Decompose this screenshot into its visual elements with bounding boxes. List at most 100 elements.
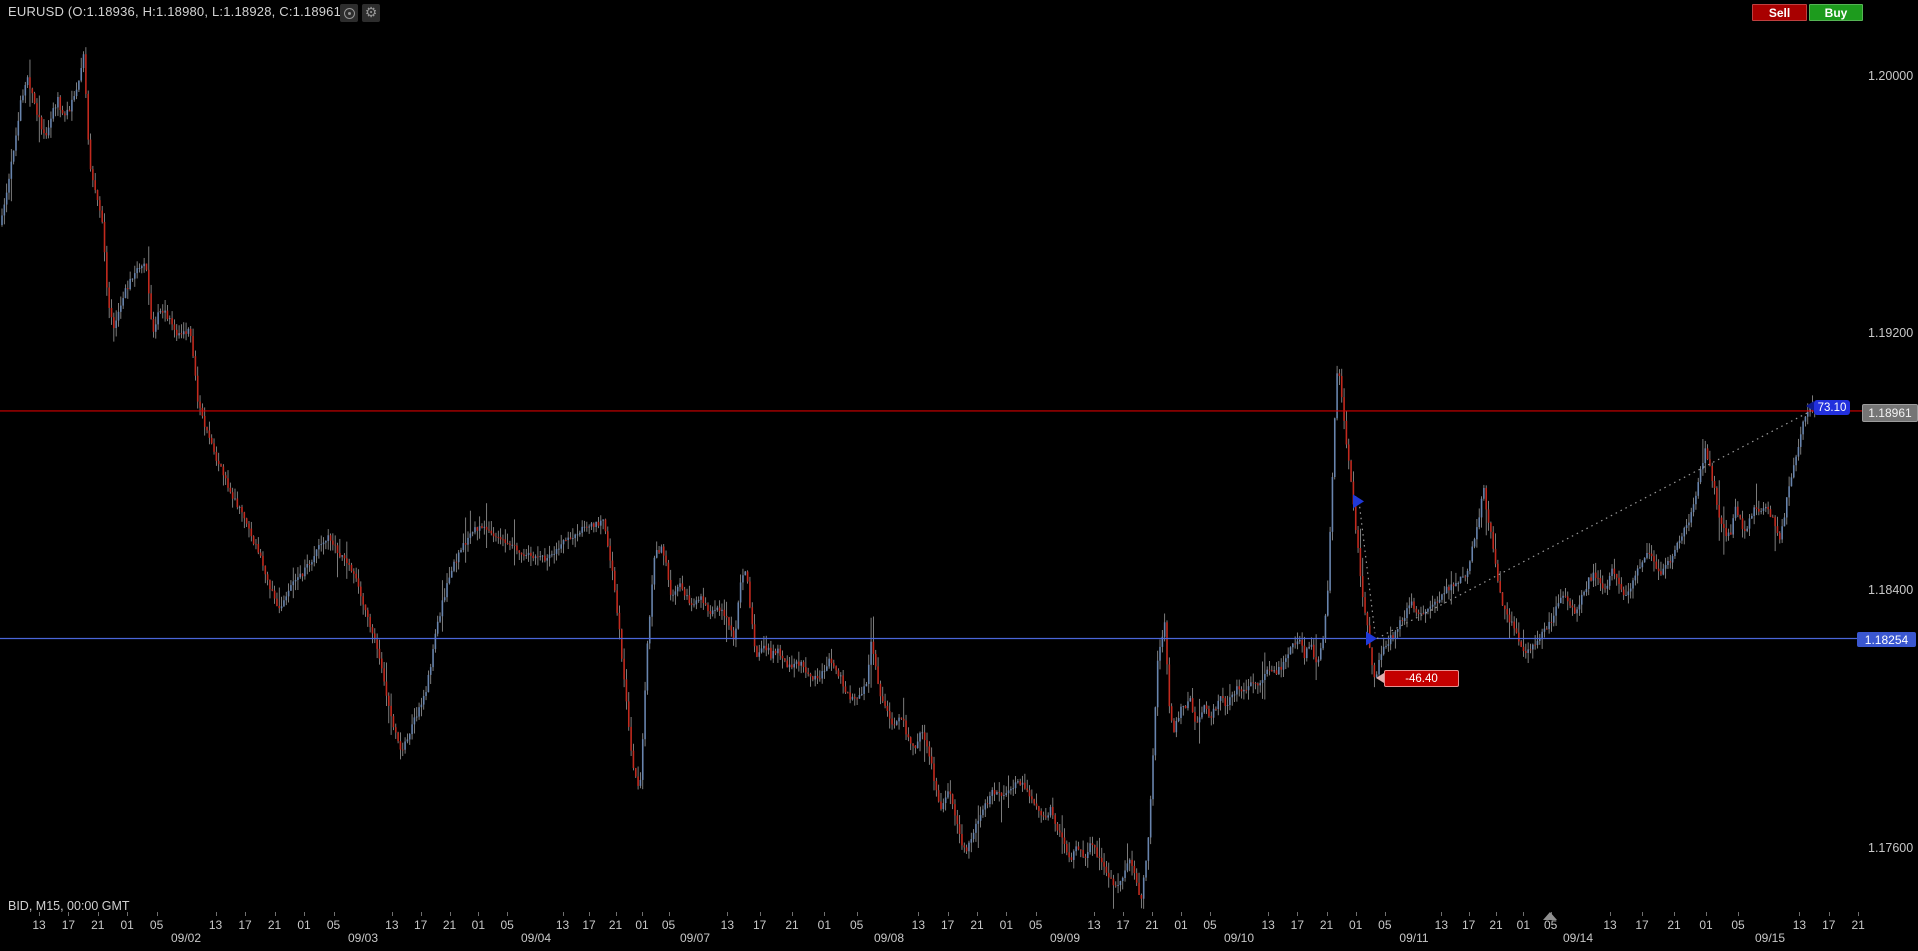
hour-axis-label: 05 xyxy=(661,918,676,932)
price-axis-label: 1.20000 xyxy=(1868,68,1914,83)
axis-tick xyxy=(1035,912,1037,916)
indicator-eye-button[interactable] xyxy=(340,4,358,22)
hour-axis-label: 17 xyxy=(582,918,596,932)
hour-axis-label: 01 xyxy=(471,918,486,932)
axis-tick xyxy=(39,912,40,916)
hour-axis-label: 05 xyxy=(149,918,164,932)
hour-axis-label: 17 xyxy=(1461,918,1476,932)
axis-tick xyxy=(615,912,617,916)
sell-button[interactable]: Sell xyxy=(1752,4,1807,21)
hour-axis-label: 13 xyxy=(720,918,735,932)
axis-tick xyxy=(977,912,978,916)
axis-tick xyxy=(449,912,451,916)
hour-axis-label: 13 xyxy=(911,918,926,932)
hour-axis-label: 17 xyxy=(238,918,252,932)
axis-tick xyxy=(1674,912,1675,916)
axis-tick xyxy=(824,912,826,916)
axis-tick xyxy=(792,912,793,916)
dotted-trend-line[interactable] xyxy=(1376,410,1812,640)
hour-axis-label: 01 xyxy=(999,918,1014,932)
axis-tick xyxy=(507,912,509,916)
axis-tick xyxy=(1123,912,1124,916)
date-axis-label: 09/02 xyxy=(170,931,202,945)
measure-mid-marker-icon[interactable] xyxy=(1366,631,1377,646)
price-axis-label: 1.17600 xyxy=(1868,840,1914,855)
hour-axis-label: 01 xyxy=(817,918,832,932)
price-axis-label: 1.18400 xyxy=(1868,583,1914,598)
axis-tick xyxy=(1181,912,1182,916)
axis-tick xyxy=(1384,912,1386,916)
axis-tick xyxy=(1610,912,1611,916)
hour-axis-label: 17 xyxy=(1290,918,1305,932)
axis-tick xyxy=(589,912,590,916)
hour-axis-label: 17 xyxy=(1635,918,1649,932)
date-axis-label: 09/07 xyxy=(679,931,711,945)
pips-up-arrow-icon xyxy=(1806,401,1814,411)
hour-axis-label: 17 xyxy=(61,918,76,932)
axis-tick xyxy=(668,912,670,916)
hour-axis-label: 17 xyxy=(940,918,955,932)
buy-button[interactable]: Buy xyxy=(1809,4,1863,21)
axis-tick xyxy=(156,912,158,916)
hour-axis-label: 13 xyxy=(32,918,46,932)
hour-axis-label: 13 xyxy=(208,918,223,932)
axis-tick xyxy=(333,912,335,916)
current-price-badge: 1.18961 xyxy=(1862,404,1918,422)
hour-axis-label: 21 xyxy=(442,918,457,932)
date-axis-label: 09/04 xyxy=(520,931,552,945)
axis-tick xyxy=(1799,912,1801,916)
axis-tick xyxy=(274,912,276,916)
hour-axis-label: 17 xyxy=(413,918,428,932)
settings-button[interactable]: ⚙ xyxy=(362,4,380,22)
hour-axis-label: 21 xyxy=(1489,918,1503,932)
axis-tick xyxy=(1828,912,1830,916)
date-axis-label: 09/11 xyxy=(1399,931,1429,945)
axis-tick xyxy=(245,912,246,916)
axis-tick xyxy=(1706,912,1707,916)
hour-axis-label: 05 xyxy=(326,918,341,932)
date-axis-label: 09/03 xyxy=(347,931,379,945)
gear-icon: ⚙ xyxy=(364,5,378,21)
hour-axis-label: 05 xyxy=(1543,918,1558,932)
axis-tick xyxy=(304,912,305,916)
axis-tick xyxy=(1268,912,1270,916)
pips-loss-badge[interactable]: -46.40 xyxy=(1384,670,1459,687)
hour-axis-label: 13 xyxy=(1087,918,1101,932)
axis-tick xyxy=(1858,912,1860,916)
hour-axis-label: 21 xyxy=(970,918,984,932)
axis-tick xyxy=(1441,912,1443,916)
dotted-drop-line[interactable] xyxy=(1358,501,1376,634)
axis-tick xyxy=(727,912,729,916)
axis-position-marker-icon[interactable] xyxy=(1543,912,1557,920)
measure-start-marker-icon[interactable] xyxy=(1353,494,1364,509)
axis-tick xyxy=(1152,912,1153,916)
candle-bodies xyxy=(1,54,1816,899)
date-axis-label: 09/08 xyxy=(873,931,905,945)
hour-axis-label: 01 xyxy=(297,918,311,932)
hour-axis-label: 21 xyxy=(267,918,282,932)
hour-axis-label: 13 xyxy=(555,918,570,932)
hour-axis-label: 21 xyxy=(1851,918,1865,932)
blue-level-price-badge: 1.18254 xyxy=(1857,632,1916,647)
hour-axis-label: 05 xyxy=(1378,918,1392,932)
hour-axis-label: 13 xyxy=(385,918,399,932)
axis-tick xyxy=(562,912,564,916)
hour-axis-label: 01 xyxy=(635,918,649,932)
pips-gain-badge[interactable]: 73.10 xyxy=(1814,400,1850,415)
axis-tick xyxy=(1468,912,1470,916)
axis-tick xyxy=(856,912,858,916)
hour-axis-label: 13 xyxy=(1792,918,1807,932)
hour-axis-label: 05 xyxy=(1028,918,1043,932)
axis-tick xyxy=(642,912,643,916)
hour-axis-label: 05 xyxy=(1203,918,1217,932)
axis-tick xyxy=(478,912,480,916)
chart-info-label: BID, M15, 00:00 GMT xyxy=(8,899,130,913)
axis-tick xyxy=(97,912,99,916)
date-axis-label: 09/14 xyxy=(1562,931,1594,945)
symbol-ohlc-title: EURUSD (O:1.18936, H:1.18980, L:1.18928,… xyxy=(8,4,346,19)
axis-tick xyxy=(1094,912,1095,916)
axis-tick xyxy=(68,912,70,916)
hour-axis-label: 21 xyxy=(1667,918,1681,932)
hour-axis-label: 17 xyxy=(1822,918,1836,932)
